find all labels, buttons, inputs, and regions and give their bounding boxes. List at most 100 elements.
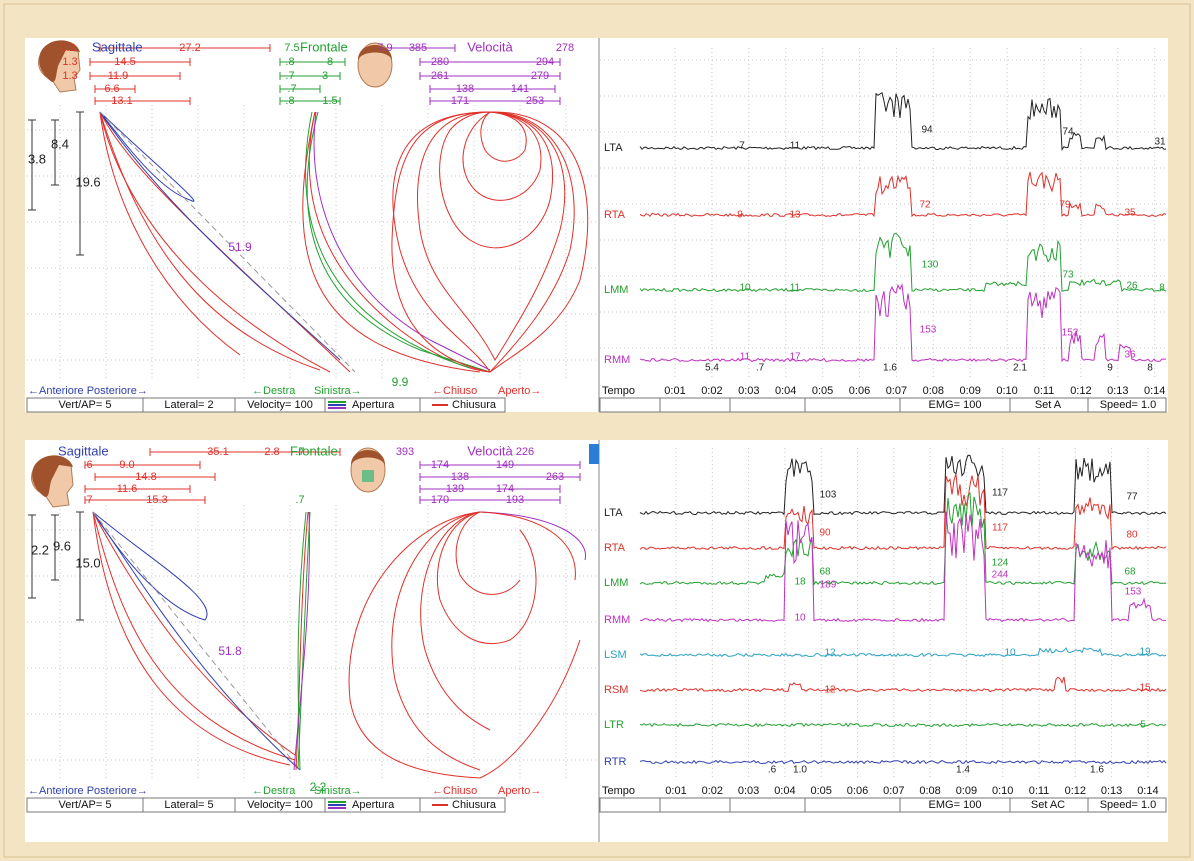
channel-value: 7 bbox=[739, 141, 745, 152]
status-cell bbox=[599, 797, 661, 813]
sagittal-value: 13.1 bbox=[111, 95, 132, 107]
time-label: Tempo bbox=[602, 785, 635, 797]
status-text: Set A bbox=[1035, 399, 1062, 411]
emg-trace bbox=[639, 511, 1167, 623]
interval-value: 1.4 bbox=[956, 765, 970, 776]
time-label: 0:05 bbox=[810, 785, 831, 797]
channel-value: 68 bbox=[1124, 567, 1136, 578]
sagittal-value: 11.6 bbox=[117, 483, 138, 495]
frontal-value: .7 bbox=[295, 446, 304, 458]
lateral-value: 9.9 bbox=[392, 375, 409, 389]
sagittal-value: 6.6 bbox=[104, 83, 119, 95]
velocity-value: 393 bbox=[396, 446, 414, 458]
interval-value: 1.6 bbox=[1090, 765, 1104, 776]
velocity-value: 294 bbox=[536, 56, 554, 68]
velocity-title: Velocità bbox=[467, 443, 513, 458]
time-label: 0:11 bbox=[1029, 785, 1050, 797]
velocity-value: 278 bbox=[556, 42, 574, 54]
channel-value: 5 bbox=[1140, 720, 1146, 731]
channel-value: 153 bbox=[1125, 587, 1142, 598]
channel-value: 189 bbox=[820, 580, 837, 591]
channel-value: 10 bbox=[739, 283, 751, 294]
frontal-value: 7.5 bbox=[284, 42, 299, 54]
status-text: Set AC bbox=[1031, 799, 1065, 811]
interval-value: 8 bbox=[1147, 363, 1153, 374]
velocity-value: 280 bbox=[431, 56, 449, 68]
channel-label: RTR bbox=[604, 756, 626, 768]
velocity-value: 149 bbox=[496, 459, 514, 471]
legend-swatch bbox=[328, 404, 346, 406]
frontal-value: .7 bbox=[295, 494, 304, 506]
axis-label: ←Chiuso bbox=[432, 385, 477, 397]
time-label: Tempo bbox=[602, 385, 635, 397]
axis-label: Aperto→ bbox=[498, 385, 541, 397]
velocity-value: 171 bbox=[451, 95, 469, 107]
velocity-value: 193 bbox=[506, 494, 524, 506]
velocity-value: 138 bbox=[451, 471, 469, 483]
interval-value: 1.0 bbox=[793, 765, 807, 776]
frontal-value: .8 bbox=[285, 95, 294, 107]
time-label: 0:12 bbox=[1065, 785, 1086, 797]
status-cell bbox=[729, 797, 806, 813]
channel-value: 124 bbox=[992, 558, 1009, 569]
channel-value: 12 bbox=[824, 648, 836, 659]
time-label: 0:02 bbox=[702, 785, 723, 797]
vertical-value: 3.8 bbox=[28, 151, 46, 166]
sagittal-title: Sagittale bbox=[58, 443, 109, 458]
frontal-title: Frontale bbox=[300, 39, 348, 54]
axis-label: ←Chiuso bbox=[432, 785, 477, 797]
axis-label: ←Anteriore Posteriore→ bbox=[28, 785, 148, 797]
axis-label: Sinistra→ bbox=[314, 385, 362, 397]
emg-trace bbox=[639, 647, 1167, 658]
channel-value: 244 bbox=[992, 570, 1009, 581]
frontal-value: .8 bbox=[285, 56, 294, 68]
labels: Sagittale Frontale Velocità 1.2 27.2 1.3 14.5 1… bbox=[26, 39, 1167, 813]
diagonal-value: 51.9 bbox=[228, 240, 252, 254]
frontal-value: 1.5 bbox=[322, 95, 337, 107]
head-icons bbox=[31, 40, 393, 508]
time-label: 0:06 bbox=[847, 785, 868, 797]
channel-value: 17 bbox=[789, 352, 801, 363]
emg-trace bbox=[639, 473, 1167, 551]
sagittal-title: Sagittale bbox=[92, 39, 143, 54]
time-label: 0:04 bbox=[775, 385, 796, 397]
channel-label: LTA bbox=[604, 142, 623, 154]
frontal-value: 3 bbox=[322, 70, 328, 82]
velocity-value: 174 bbox=[431, 459, 449, 471]
channel-value: 117 bbox=[992, 488, 1008, 499]
status-cell bbox=[1087, 797, 1167, 813]
velocity-value: 7.9 bbox=[377, 42, 392, 54]
channel-label: LMM bbox=[604, 284, 628, 296]
status-text: Chiusura bbox=[452, 799, 497, 811]
channel-value: 35 bbox=[1124, 208, 1136, 219]
channel-value: 94 bbox=[921, 125, 933, 136]
velocity-title: Velocità bbox=[467, 39, 513, 54]
tracking-curves bbox=[92, 111, 589, 779]
velocity-value: 138 bbox=[456, 83, 474, 95]
status-cell bbox=[599, 397, 661, 413]
channel-value: 26 bbox=[1126, 281, 1138, 292]
channel-value: 19 bbox=[1139, 647, 1151, 658]
velocity-value: 139 bbox=[446, 483, 464, 495]
emg-trace bbox=[639, 171, 1167, 218]
time-label: 0:10 bbox=[996, 385, 1017, 397]
channel-value: 73 bbox=[1062, 270, 1074, 281]
time-label: 0:09 bbox=[959, 385, 980, 397]
frontal-value: 8 bbox=[327, 56, 333, 68]
sagittal-value: .6 bbox=[83, 459, 92, 471]
channel-value: 13 bbox=[789, 210, 801, 221]
time-label: 0:02 bbox=[701, 385, 722, 397]
sagittal-value: .7 bbox=[83, 494, 92, 506]
channel-value: 11 bbox=[790, 283, 801, 294]
channel-label: RMM bbox=[604, 354, 630, 366]
channel-value: 90 bbox=[819, 528, 831, 539]
channel-label: LMM bbox=[604, 577, 628, 589]
sagittal-value: 1.3 bbox=[62, 70, 77, 82]
vertical-value: 15.0 bbox=[75, 555, 100, 570]
status-text: Vert/AP= 5 bbox=[59, 399, 112, 411]
velocity-value: 253 bbox=[526, 95, 544, 107]
legend-swatch bbox=[432, 404, 448, 406]
channel-value: 36 bbox=[1124, 350, 1136, 361]
status-cell bbox=[419, 797, 506, 813]
channel-value: 18 bbox=[794, 577, 806, 588]
